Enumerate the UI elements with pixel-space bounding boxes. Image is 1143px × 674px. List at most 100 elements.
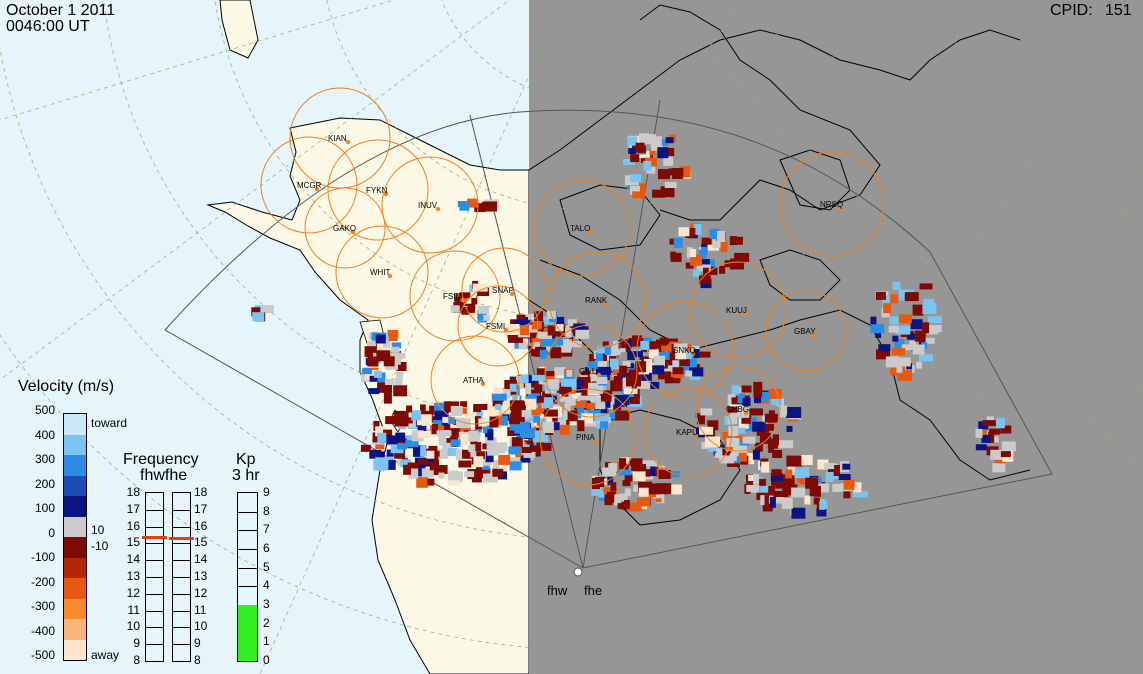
velocity-cell: [558, 419, 567, 427]
station-circle: [381, 156, 479, 254]
velocity-cell: [394, 448, 406, 459]
velocity-cell: [729, 236, 737, 246]
velocity-cell: [875, 332, 882, 338]
velocity-cell: [617, 469, 631, 476]
velocity-cell: [650, 143, 663, 151]
velocity-cell: [640, 340, 650, 350]
velocity-cell: [773, 434, 779, 446]
velocity-tick: 400: [34, 427, 55, 442]
velocity-cell: [516, 314, 526, 321]
velocity-cell: [393, 385, 408, 397]
station-circle: [779, 151, 885, 257]
velocity-cell: [614, 494, 622, 506]
velocity-cell: [438, 472, 445, 479]
velocity-cell: [685, 228, 696, 238]
velocity-cell: [525, 375, 535, 385]
velocity-cell: [391, 346, 400, 353]
velocity-cell: [689, 367, 704, 377]
station-label: KUUJ: [726, 306, 747, 315]
velocity-cell: [635, 361, 647, 373]
velocity-cell: [693, 349, 700, 358]
velocity-cell: [765, 423, 774, 431]
velocity-cell: [731, 397, 744, 405]
velocity-cell: [600, 419, 609, 429]
velocity-cell: [781, 474, 791, 484]
velocity-cell: [787, 466, 801, 476]
velocity-color-segment: [64, 434, 86, 456]
velocity-cell: [754, 442, 763, 452]
station-label: PINA: [576, 433, 595, 442]
velocity-cell: [785, 469, 793, 479]
velocity-cell: [556, 316, 565, 324]
velocity-cell: [417, 458, 430, 465]
velocity-cell: [642, 460, 657, 467]
velocity-cell: [689, 374, 701, 380]
velocity-cell: [448, 471, 463, 481]
velocity-cell: [482, 443, 490, 450]
velocity-cell: [922, 322, 930, 334]
velocity-cell: [483, 459, 492, 466]
velocity-cell: [375, 426, 388, 437]
velocity-cell: [975, 428, 983, 438]
frequency-tick-right: 15: [194, 535, 208, 550]
velocity-cell: [760, 485, 776, 492]
station-circle: [636, 301, 734, 399]
frequency-gridline: [146, 543, 163, 545]
velocity-cell: [672, 367, 684, 375]
velocity-cell: [558, 326, 566, 338]
velocity-cell: [853, 482, 862, 493]
velocity-cell: [748, 480, 755, 489]
frequency-tick-left: 14: [126, 552, 140, 567]
velocity-cell: [753, 381, 763, 392]
frequency-gridline: [173, 644, 190, 646]
velocity-cell: [510, 457, 521, 464]
frequency-title: Frequency: [123, 451, 199, 468]
velocity-cell: [685, 370, 693, 377]
velocity-cell: [589, 354, 597, 362]
velocity-cell: [716, 448, 723, 459]
velocity-cell: [927, 316, 942, 324]
velocity-cell: [639, 133, 649, 142]
velocity-cell: [369, 375, 379, 382]
velocity-cell: [482, 201, 498, 212]
velocity-cell: [1000, 425, 1012, 434]
velocity-cell: [577, 395, 590, 403]
velocity-color-segment: [64, 619, 86, 640]
velocity-cell: [605, 462, 611, 472]
velocity-cell: [753, 390, 766, 397]
station-circle: [544, 324, 638, 418]
velocity-cell: [429, 405, 437, 415]
velocity-cell: [738, 450, 747, 462]
velocity-cell: [816, 508, 827, 517]
velocity-cell: [720, 241, 728, 253]
velocity-cell: [906, 333, 922, 340]
velocity-cell: [629, 185, 640, 195]
velocity-cell: [483, 473, 498, 483]
velocity-cell: [838, 474, 851, 480]
velocity-cell: [462, 449, 474, 459]
velocity-cell: [426, 450, 435, 459]
velocity-cell: [487, 429, 494, 441]
velocity-cell: [562, 339, 572, 351]
velocity-cell: [369, 449, 382, 459]
velocity-cell: [781, 497, 793, 509]
velocity-cell: [627, 136, 638, 146]
velocity-cell: [753, 473, 760, 485]
toward-label: toward: [91, 416, 128, 430]
frequency-tick-left: 10: [126, 619, 140, 634]
velocity-cell: [564, 373, 574, 384]
velocity-cell: [431, 450, 440, 457]
velocity-cell: [476, 411, 484, 419]
kp-tick: 6: [263, 541, 270, 555]
velocity-color-segment: [64, 557, 86, 579]
velocity-cell: [737, 393, 745, 404]
frequency-tick-left: 18: [126, 485, 140, 499]
velocity-cell: [975, 444, 987, 451]
velocity-cell: [416, 476, 429, 488]
station-circle: [643, 387, 733, 477]
velocity-cell: [477, 310, 484, 321]
kp-tick: 3: [263, 597, 270, 611]
velocity-cell: [700, 408, 713, 416]
velocity-cell: [375, 334, 386, 344]
